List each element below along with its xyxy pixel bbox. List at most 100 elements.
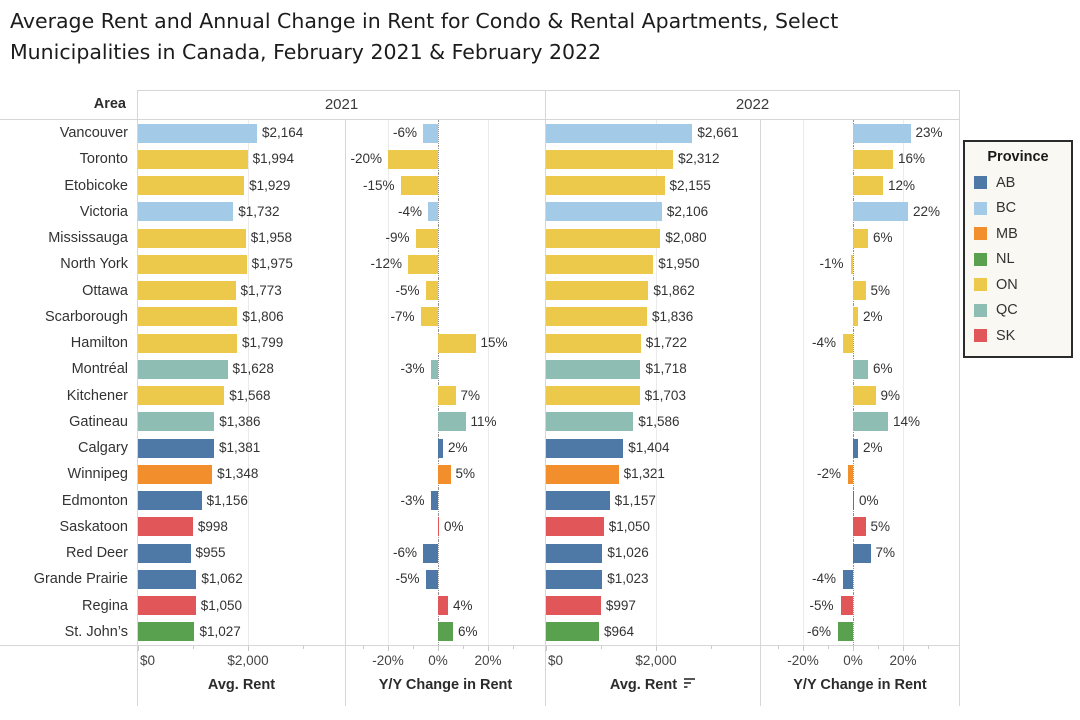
gridline xyxy=(656,330,657,357)
rent-bar[interactable] xyxy=(546,622,600,642)
legend-item-MB[interactable]: MB xyxy=(974,221,1062,247)
gridline xyxy=(903,225,904,252)
change-bar[interactable] xyxy=(438,622,453,642)
rent-bar[interactable] xyxy=(546,176,665,195)
change-bar[interactable] xyxy=(853,281,866,300)
change-bar[interactable] xyxy=(843,569,853,589)
change-bar[interactable] xyxy=(438,412,466,432)
rent-bar[interactable] xyxy=(546,491,610,510)
change-bar[interactable] xyxy=(430,359,438,379)
change-bar[interactable] xyxy=(408,254,438,274)
rent-bar[interactable] xyxy=(138,123,258,143)
change-bar[interactable] xyxy=(438,517,439,537)
change-bar[interactable] xyxy=(423,123,438,143)
change-bar[interactable] xyxy=(420,307,438,327)
rent-bar[interactable] xyxy=(546,596,601,615)
sort-descending-icon[interactable] xyxy=(684,678,696,689)
bar-value-label: 11% xyxy=(470,413,497,429)
rent-bar[interactable] xyxy=(546,517,604,537)
change-bar[interactable] xyxy=(438,386,456,405)
change-bar[interactable] xyxy=(853,491,854,510)
change-bar[interactable] xyxy=(425,569,438,589)
change-bar[interactable] xyxy=(853,543,871,563)
change-bar[interactable] xyxy=(838,622,853,642)
rent-bar[interactable] xyxy=(138,622,195,642)
change-bar[interactable] xyxy=(388,149,438,169)
change-bar[interactable] xyxy=(438,438,443,458)
rent-bar[interactable] xyxy=(138,359,228,379)
rent-bar[interactable] xyxy=(546,386,640,405)
change-bar[interactable] xyxy=(853,123,911,143)
gridline xyxy=(803,382,804,409)
change-bar[interactable] xyxy=(430,491,438,510)
rent-bar[interactable] xyxy=(138,254,247,274)
change-bar[interactable] xyxy=(438,596,448,615)
change-bar[interactable] xyxy=(840,596,853,615)
change-bar[interactable] xyxy=(423,543,438,563)
rent-bar[interactable] xyxy=(546,254,654,274)
change-bar[interactable] xyxy=(843,333,853,353)
rent-bar[interactable] xyxy=(138,333,237,353)
rent-bar[interactable] xyxy=(138,596,196,615)
change-bar[interactable] xyxy=(853,359,868,379)
rent-bar[interactable] xyxy=(138,228,246,248)
rent-bar[interactable] xyxy=(138,202,234,222)
rent-bar[interactable] xyxy=(546,464,619,484)
rent-tick-2000: $2,000 xyxy=(635,653,677,668)
rent-bar[interactable] xyxy=(138,176,245,195)
rent-bar[interactable] xyxy=(138,543,191,563)
rent-bar[interactable] xyxy=(546,149,674,169)
rent-bar[interactable] xyxy=(546,333,641,353)
gridline xyxy=(488,198,489,225)
rent-bar[interactable] xyxy=(546,438,624,458)
rent-bar[interactable] xyxy=(138,412,215,432)
rent-bar[interactable] xyxy=(546,307,647,327)
rent-bar[interactable] xyxy=(546,228,661,248)
rent-bar[interactable] xyxy=(546,202,662,222)
rent-bar[interactable] xyxy=(138,386,225,405)
rent-bar[interactable] xyxy=(138,464,213,484)
legend-swatch-icon xyxy=(974,329,987,343)
legend-item-ON[interactable]: ON xyxy=(974,272,1062,298)
rent-bar[interactable] xyxy=(138,517,193,537)
rent-bar[interactable] xyxy=(546,569,603,589)
rent-bar[interactable] xyxy=(546,412,634,432)
gridline xyxy=(903,382,904,409)
rent-bar[interactable] xyxy=(546,281,649,300)
rent-bar[interactable] xyxy=(546,543,603,563)
rent-panel-cell: $1,050 xyxy=(137,592,345,619)
bar-value-label: -4% xyxy=(811,571,836,587)
legend-item-AB[interactable]: AB xyxy=(974,170,1062,196)
change-bar[interactable] xyxy=(853,176,883,195)
legend-item-QC[interactable]: QC xyxy=(974,298,1062,324)
change-bar[interactable] xyxy=(853,149,893,169)
rent-bar[interactable] xyxy=(138,149,248,169)
change-bar[interactable] xyxy=(438,464,451,484)
rent-bar[interactable] xyxy=(138,281,236,300)
gridline xyxy=(248,513,249,540)
legend-item-BC[interactable]: BC xyxy=(974,196,1062,222)
change-bar[interactable] xyxy=(853,412,888,432)
legend-item-NL[interactable]: NL xyxy=(974,247,1062,273)
change-bar[interactable] xyxy=(428,202,438,222)
rent-bar[interactable] xyxy=(138,569,197,589)
change-bar[interactable] xyxy=(853,228,868,248)
change-bar[interactable] xyxy=(850,254,853,274)
change-bar[interactable] xyxy=(853,202,908,222)
legend-item-SK[interactable]: SK xyxy=(974,323,1062,349)
change-bar[interactable] xyxy=(853,438,858,458)
change-bar[interactable] xyxy=(848,464,853,484)
rent-bar[interactable] xyxy=(138,307,238,327)
change-bar[interactable] xyxy=(853,386,876,405)
rent-bar[interactable] xyxy=(546,123,693,143)
change-bar[interactable] xyxy=(438,333,476,353)
change-bar[interactable] xyxy=(415,228,438,248)
change-bar[interactable] xyxy=(853,517,866,537)
change-bar[interactable] xyxy=(425,281,438,300)
rent-bar[interactable] xyxy=(138,491,202,510)
change-bar[interactable] xyxy=(400,176,438,195)
gridline xyxy=(803,540,804,567)
rent-bar[interactable] xyxy=(546,359,641,379)
change-bar[interactable] xyxy=(853,307,858,327)
rent-bar[interactable] xyxy=(138,438,214,458)
